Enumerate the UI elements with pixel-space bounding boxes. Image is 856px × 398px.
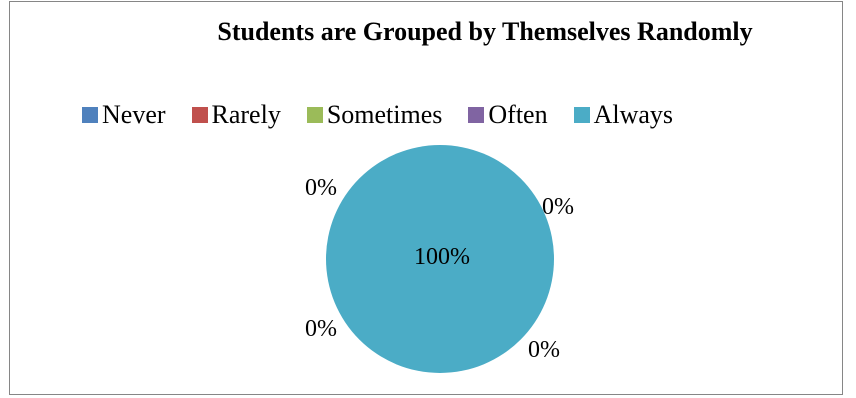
legend-swatch-always <box>573 107 590 123</box>
legend-item-never: Never <box>82 100 166 130</box>
legend-label-never: Never <box>102 100 166 129</box>
data-label-sometimes: 0% <box>528 337 560 363</box>
legend-item-sometimes: Sometimes <box>306 100 443 130</box>
legend-swatch-never <box>82 107 98 123</box>
legend-label-always: Always <box>593 100 674 129</box>
legend-swatch-often <box>468 107 485 123</box>
legend-item-rarely: Rarely <box>191 100 281 130</box>
chart-title: Students are Grouped by Themselves Rando… <box>217 17 753 46</box>
legend-label-often: Often <box>488 100 548 129</box>
legend-swatch-sometimes <box>306 107 323 123</box>
legend-item-often: Often <box>468 100 548 130</box>
pie-plot: 0% 0% 0% 0% 100% <box>305 145 574 373</box>
legend-label-sometimes: Sometimes <box>326 100 443 129</box>
pie-slices <box>326 145 554 373</box>
legend-label-rarely: Rarely <box>211 100 281 129</box>
pie-slice-always <box>326 145 554 373</box>
data-label-rarely: 0% <box>542 194 574 220</box>
chart-frame: Students are Grouped by Themselves Rando… <box>9 1 843 395</box>
legend-item-always: Always <box>573 100 674 130</box>
legend-swatch-rarely <box>191 107 208 123</box>
pie-labels: 0% 0% 0% 0% 100% <box>305 175 574 363</box>
chart-legend: Never Rarely Sometimes Often Always <box>82 100 673 130</box>
data-label-never: 0% <box>305 175 337 201</box>
data-label-often: 0% <box>305 316 337 342</box>
data-label-always: 100% <box>414 244 470 270</box>
